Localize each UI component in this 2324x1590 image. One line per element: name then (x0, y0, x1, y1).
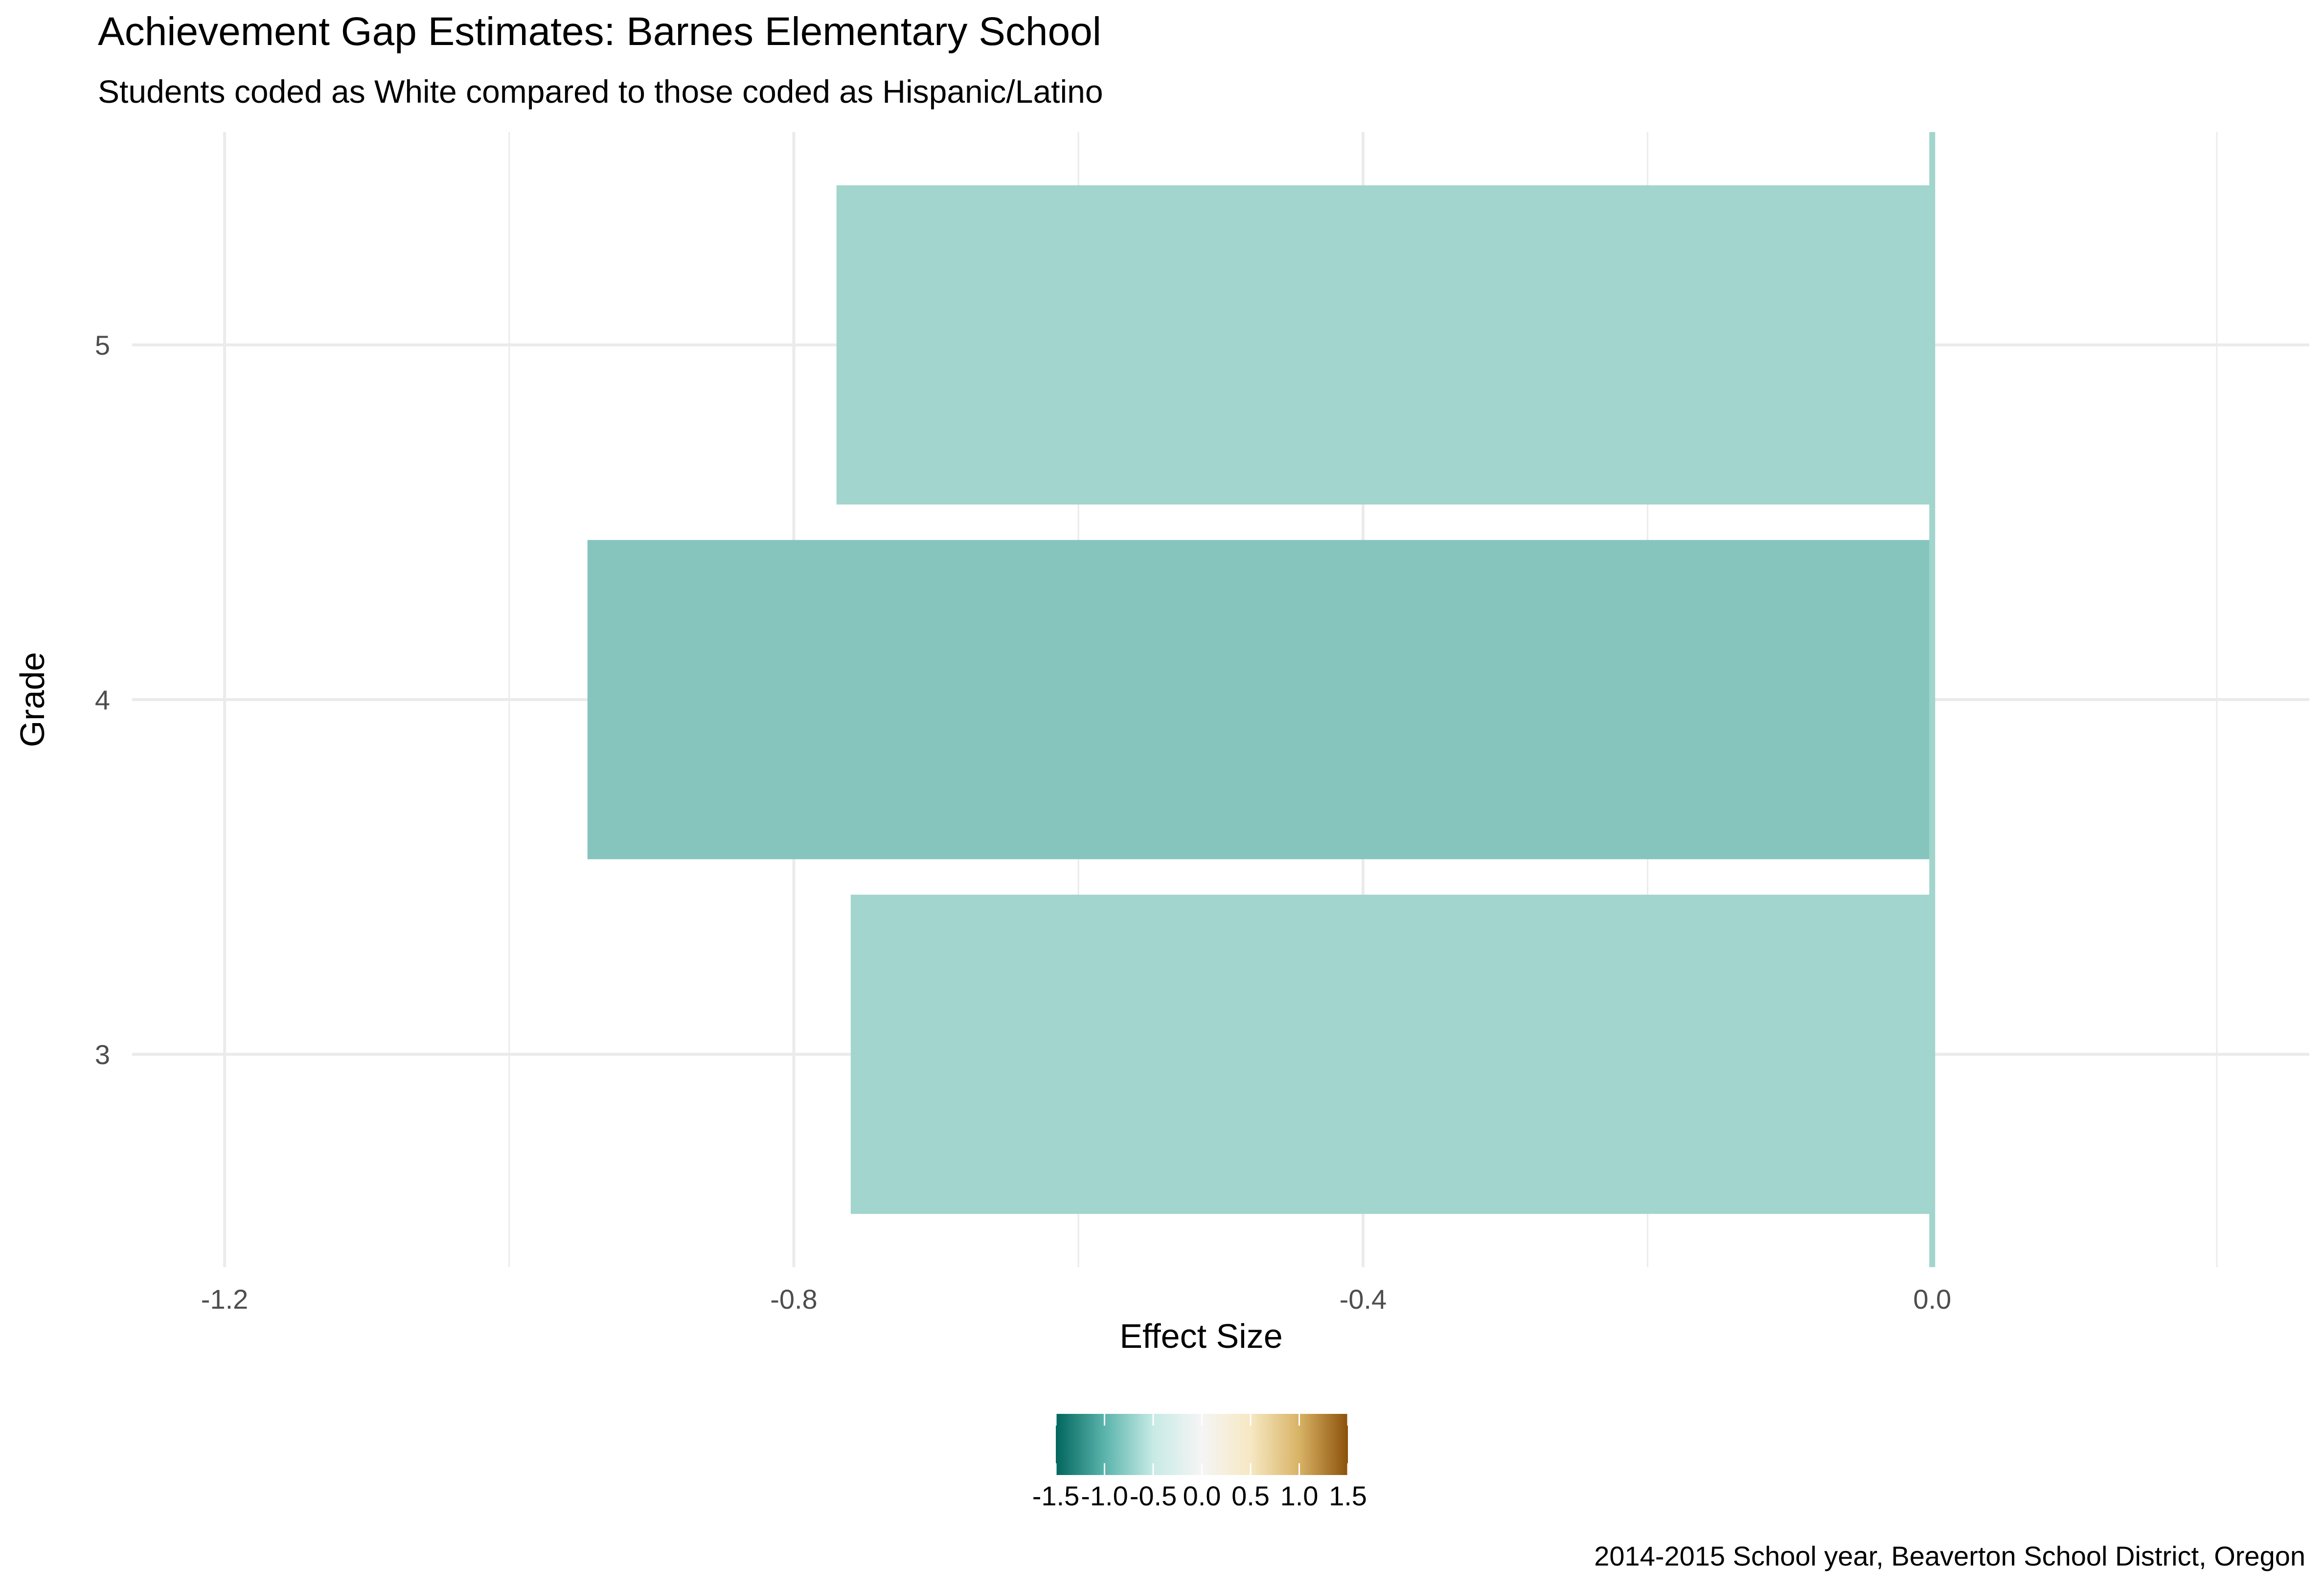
x-tick-label: -0.4 (1340, 1284, 1387, 1315)
bar-grade-3 (850, 894, 1933, 1214)
x-axis-ticks: -1.2 -0.8 -0.4 0.0 (201, 1284, 1951, 1315)
bar-grade-5 (836, 185, 1933, 505)
legend-tick-label: 0.0 (1183, 1480, 1221, 1511)
y-axis-ticks: 3 4 5 (95, 330, 110, 1070)
y-axis-label: Grade (13, 652, 51, 748)
legend-tick-label: 1.0 (1280, 1480, 1319, 1511)
y-tick-label: 4 (95, 684, 110, 715)
legend-tick-label: -1.5 (1032, 1480, 1080, 1511)
x-tick-label: -1.2 (201, 1284, 249, 1315)
chart-title: Achievement Gap Estimates: Barnes Elemen… (98, 9, 1101, 54)
legend: -1.5 -1.0 -0.5 0.0 0.5 1.0 1.5 (1032, 1414, 1367, 1511)
x-tick-label: -0.8 (770, 1284, 818, 1315)
legend-tick-label: -1.0 (1081, 1480, 1128, 1511)
legend-tick-label: 0.5 (1231, 1480, 1270, 1511)
bars (587, 132, 1936, 1267)
chart-subtitle: Students coded as White compared to thos… (98, 73, 1103, 110)
legend-tick-label: -0.5 (1130, 1480, 1177, 1511)
y-tick-label: 5 (95, 330, 110, 361)
x-tick-label: 0.0 (1913, 1284, 1951, 1315)
bar-grade-4 (587, 540, 1933, 860)
legend-tick-label: 1.5 (1329, 1480, 1367, 1511)
y-tick-label: 3 (95, 1039, 110, 1070)
x-axis-label: Effect Size (1119, 1317, 1282, 1355)
chart-caption: 2014-2015 School year, Beaverton School … (1594, 1541, 2305, 1571)
